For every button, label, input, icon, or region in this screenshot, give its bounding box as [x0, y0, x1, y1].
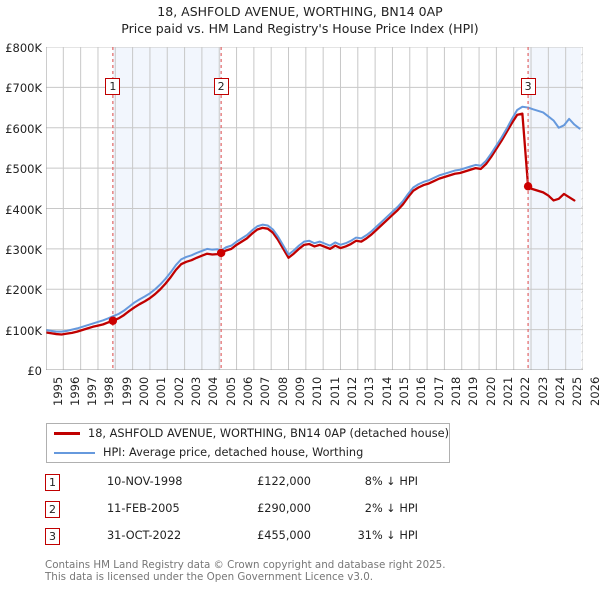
series-line-property: [46, 112, 576, 336]
legend-line-blue-icon: [54, 451, 95, 454]
x-axis-tick-label: 2014: [379, 376, 394, 406]
y-axis-tick-label: £800K: [5, 41, 42, 55]
x-axis-tick-label: 1995: [50, 376, 65, 406]
x-axis-tick-label: 1999: [119, 376, 134, 406]
x-axis-tick-label: 1997: [85, 376, 100, 406]
x-axis-tick-label: 2013: [362, 376, 377, 406]
x-axis-tick-label: 2021: [500, 376, 515, 406]
x-axis-tick-label: 2008: [275, 376, 290, 406]
chart-marker-badge-1[interactable]: 1: [105, 78, 121, 95]
page-subtitle: Price paid vs. HM Land Registry's House …: [121, 21, 479, 36]
sale-point-3[interactable]: [523, 182, 533, 191]
transaction-price: £455,000: [257, 529, 311, 542]
x-axis-tick-label: 2019: [466, 376, 481, 406]
attribution-footer: Contains HM Land Registry data © Crown c…: [45, 559, 565, 583]
transaction-date: 31-OCT-2022: [107, 529, 182, 542]
series-line-hpi: [46, 105, 581, 333]
transaction-date: 10-NOV-1998: [107, 475, 183, 488]
transaction-hpi-delta: 2% ↓ HPI: [364, 502, 418, 515]
x-axis-tick-label: 1996: [67, 376, 82, 406]
x-axis-tick-label: 2026: [587, 376, 600, 406]
y-axis-tick-label: £700K: [5, 81, 42, 96]
transaction-hpi-delta: 31% ↓ HPI: [357, 529, 418, 542]
y-axis-labels: £0 £100K £200K £300K £400K £500K £600K £700K £80…: [5, 41, 42, 378]
y-axis-tick-label: £300K: [5, 242, 42, 257]
chart-title-block: 18, ASHFOLD AVENUE, WORTHING, BN14 0AP P…: [0, 3, 600, 37]
x-axis-tick-label: 2022: [518, 376, 533, 406]
transaction-date: 11-FEB-2005: [107, 502, 180, 515]
table-row: 1 10-NOV-1998 £122,000 8% ↓ HPI: [45, 472, 465, 499]
transaction-hpi-delta: 8% ↓ HPI: [364, 475, 418, 488]
x-axis-tick-label: 2015: [396, 376, 411, 406]
x-axis-tick-label: 2001: [154, 376, 169, 406]
transaction-index-badge: 1: [45, 474, 60, 491]
x-axis-tick-label: 2020: [483, 376, 498, 406]
x-axis-tick-label: 2004: [206, 376, 221, 406]
x-axis-tick-label: 2000: [137, 376, 152, 406]
page-title: 18, ASHFOLD AVENUE, WORTHING, BN14 0AP: [157, 4, 443, 19]
table-row: 2 11-FEB-2005 £290,000 2% ↓ HPI: [45, 499, 465, 526]
y-axis-tick-label: £200K: [5, 283, 42, 298]
x-axis-tick-label: 2012: [344, 376, 359, 406]
x-axis-tick-label: 2024: [552, 376, 567, 406]
x-axis-tick-label: 1998: [102, 376, 117, 406]
transaction-price: £122,000: [257, 475, 311, 488]
y-axis-tick-label: £100K: [5, 323, 42, 338]
chart-marker-badge-3[interactable]: 3: [520, 78, 536, 95]
y-axis-tick-label: £0: [27, 364, 42, 378]
chart-legend: 18, ASHFOLD AVENUE, WORTHING, BN14 0AP (…: [46, 423, 450, 463]
x-axis-tick-label: 2007: [258, 376, 273, 406]
legend-item-property: 18, ASHFOLD AVENUE, WORTHING, BN14 0AP (…: [47, 424, 449, 443]
x-axis-tick-label: 2003: [189, 376, 204, 406]
table-row: 3 31-OCT-2022 £455,000 31% ↓ HPI: [45, 526, 465, 553]
x-axis-tick-label: 2017: [431, 376, 446, 406]
x-axis-tick-label: 2009: [293, 376, 308, 406]
legend-item-hpi: HPI: Average price, detached house, Wort…: [47, 443, 449, 462]
sale-point-1[interactable]: [108, 316, 118, 325]
x-axis-tick-label: 2005: [223, 376, 238, 406]
x-axis-tick-label: 2023: [535, 376, 550, 406]
x-axis-tick-label: 2016: [414, 376, 429, 406]
chart-marker-badge-2[interactable]: 2: [213, 78, 229, 95]
x-axis-tick-label: 2011: [327, 376, 342, 406]
x-axis-tick-label: 2010: [310, 376, 325, 406]
footer-line-licence: This data is licensed under the Open Gov…: [45, 571, 374, 583]
transaction-price: £290,000: [257, 502, 311, 515]
transaction-index-badge: 3: [45, 528, 60, 545]
x-axis-tick-label: 2006: [241, 376, 256, 406]
price-chart-plot: [46, 47, 583, 370]
x-axis-tick-label: 2025: [570, 376, 585, 406]
footer-line-copyright: Contains HM Land Registry data © Crown c…: [45, 559, 446, 571]
y-axis-tick-label: £600K: [5, 121, 42, 136]
y-axis-tick-label: £400K: [5, 202, 42, 217]
sale-point-2[interactable]: [216, 248, 226, 258]
legend-line-red-icon: [54, 432, 81, 435]
transaction-index-badge: 2: [45, 501, 60, 518]
chart-svg: [46, 47, 583, 370]
x-axis-tick-label: 2002: [171, 376, 186, 406]
legend-label-property: 18, ASHFOLD AVENUE, WORTHING, BN14 0AP (…: [88, 427, 449, 440]
legend-label-hpi: HPI: Average price, detached house, Wort…: [103, 446, 364, 459]
y-axis-tick-label: £500K: [5, 162, 42, 177]
x-axis-tick-label: 2018: [448, 376, 463, 406]
transactions-table: 1 10-NOV-1998 £122,000 8% ↓ HPI 2 11-FEB…: [45, 472, 465, 553]
